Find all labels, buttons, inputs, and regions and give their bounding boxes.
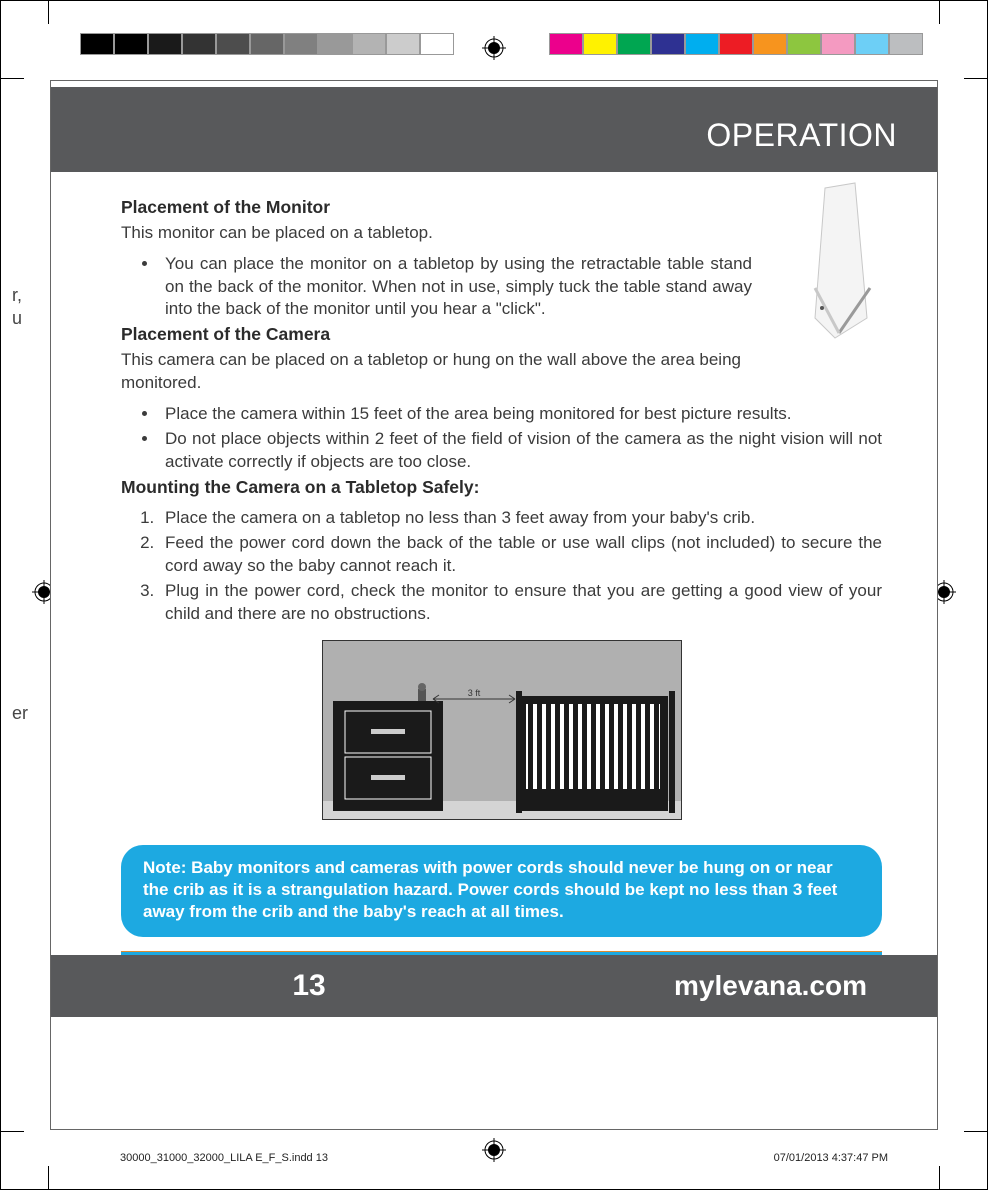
registration-mark-icon [482, 36, 506, 60]
page-body: OPERATION Placement of the Monitor This … [50, 80, 938, 1130]
process-colorbar [549, 33, 923, 55]
camera-bullet-2: Do not place objects within 2 feet of th… [159, 428, 882, 474]
mount-step-2: Feed the power cord down the back of the… [159, 532, 882, 578]
page-footer: 13 mylevana.com [51, 955, 937, 1017]
page-number: 13 [51, 969, 567, 1003]
monitor-heading: Placement of the Monitor [121, 196, 882, 220]
ghost-text: u [12, 308, 22, 329]
warning-text: Note: Baby monitors and cameras with pow… [143, 858, 837, 921]
crop-mark [964, 1131, 988, 1132]
camera-intro: This camera can be placed on a tabletop … [121, 349, 882, 395]
ghost-text: er [12, 703, 28, 724]
mount-heading: Mounting the Camera on a Tabletop Safely… [121, 476, 882, 500]
crop-mark [939, 0, 940, 24]
crop-mark [0, 78, 24, 79]
camera-heading: Placement of the Camera [121, 323, 882, 347]
monitor-bullet: You can place the monitor on a tabletop … [159, 253, 752, 322]
placement-diagram: 3 ft [121, 640, 882, 827]
footer-site: mylevana.com [567, 970, 867, 1002]
content-area: Placement of the Monitor This monitor ca… [51, 172, 937, 955]
grayscale-colorbar [80, 33, 454, 55]
monitor-product-image [775, 178, 885, 348]
svg-text:3 ft: 3 ft [467, 688, 480, 698]
crop-mark [0, 1131, 24, 1132]
camera-bullet-1: Place the camera within 15 feet of the a… [159, 403, 882, 426]
crop-mark [48, 1166, 49, 1190]
section-title: OPERATION [706, 117, 897, 153]
ghost-text: r, [12, 285, 22, 306]
mount-step-3: Plug in the power cord, check the monito… [159, 580, 882, 626]
print-file: 30000_31000_32000_LILA E_F_S.indd 13 [120, 1152, 328, 1164]
crop-mark [48, 0, 49, 24]
footer-rule [121, 951, 882, 955]
monitor-intro: This monitor can be placed on a tabletop… [121, 222, 882, 245]
section-header: OPERATION [51, 87, 937, 172]
crop-mark [939, 1166, 940, 1190]
crop-mark [964, 78, 988, 79]
registration-mark-icon [482, 1138, 506, 1162]
print-time: 07/01/2013 4:37:47 PM [774, 1152, 888, 1164]
warning-note: Note: Baby monitors and cameras with pow… [121, 845, 882, 937]
mount-step-1: Place the camera on a tabletop no less t… [159, 507, 882, 530]
